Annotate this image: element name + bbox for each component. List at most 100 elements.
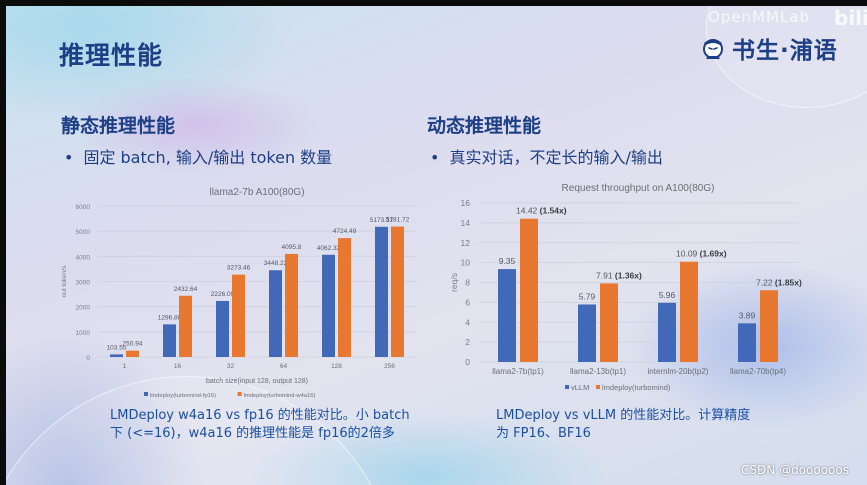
data-label: 9.35 [499, 256, 516, 266]
y-tick-label: 2000 [76, 305, 91, 312]
data-label: 3.89 [739, 310, 756, 320]
y-axis-label: req/s [449, 273, 459, 292]
dynamic-bullet-text: 真实对话，不定长的输入/输出 [449, 148, 663, 167]
data-label: 3273.46 [227, 265, 251, 272]
csdn-watermark: CSDN @doooooos [741, 463, 849, 477]
dynamic-section-title: 动态推理性能 [427, 115, 542, 137]
bar-series1 [498, 269, 516, 362]
chart-title: Request throughput on A100(80G) [562, 183, 715, 194]
static-caption-line1: LMDeploy w4a16 vs fp16 的性能对比。小 batch [110, 408, 410, 423]
bar-series2 [520, 218, 538, 362]
dynamic-caption-line2: 为 FP16、BF16 [496, 426, 591, 441]
dynamic-bullet: • 真实对话，不定长的输入/输出 [430, 144, 663, 168]
data-label: 2226.09 [211, 291, 235, 298]
bar-series1 [578, 304, 596, 362]
static-caption: LMDeploy w4a16 vs fp16 的性能对比。小 batch 下 (… [110, 407, 410, 443]
bar-series2 [232, 274, 245, 357]
legend-swatch-icon [237, 392, 242, 396]
bar-series1 [163, 324, 176, 357]
data-label: 5.96 [659, 290, 676, 300]
static-bullet-text: 固定 batch, 输入/输出 token 数量 [83, 148, 333, 167]
data-label: 250.94 [123, 341, 143, 348]
static-bullet: • 固定 batch, 输入/输出 token 数量 [64, 144, 332, 168]
data-label: 5173.37 [370, 217, 394, 224]
x-category-label: llama2-13b(tp1) [570, 367, 626, 376]
bar-series2 [126, 350, 139, 357]
y-tick-label: 2 [465, 337, 470, 347]
y-tick-label: 14 [461, 218, 471, 228]
data-label: 4724.49 [333, 228, 357, 235]
bar-series2 [285, 253, 298, 357]
bullet-dot-icon: • [64, 148, 74, 167]
chart-title: llama2-7b A100(80G) [209, 187, 304, 198]
bilibili-watermark: bili [834, 6, 867, 30]
y-tick-label: 8 [465, 278, 470, 288]
y-tick-label: 12 [461, 238, 471, 248]
bar-series1 [658, 302, 676, 362]
bar-series1 [375, 226, 388, 357]
bar-series2 [179, 295, 192, 357]
y-tick-label: 0 [465, 357, 470, 367]
x-category-label: 32 [227, 363, 235, 370]
y-tick-label: 4000 [76, 254, 91, 261]
x-category-label: 64 [280, 363, 288, 370]
static-section-title: 静态推理性能 [61, 115, 176, 137]
legend-label: lmdeploy(turbomind) [602, 383, 671, 392]
data-label: 103.55 [107, 344, 127, 351]
legend-label: lmdeploy(turbomind-fp16) [150, 393, 216, 399]
bar-series1 [110, 354, 123, 357]
data-label: 7.91 (1.36x) [596, 270, 642, 280]
bar-series2 [680, 261, 698, 362]
bar-series1 [738, 323, 756, 362]
y-axis-label: out token/s [61, 265, 68, 298]
y-tick-label: 6 [465, 297, 470, 307]
data-label: 10.09 (1.69x) [676, 249, 727, 259]
data-label: 14.42 (1.54x) [516, 206, 567, 216]
static-caption-line2: 下 (<=16)，w4a16 的推理性能是 fp16的2倍多 [110, 426, 395, 441]
x-category-label: 1 [123, 363, 127, 370]
bar-series2 [391, 226, 404, 357]
legend-label: lmdeploy(turbomind-w4a16) [244, 393, 316, 399]
y-tick-label: 5000 [76, 229, 91, 236]
bar-series1 [269, 270, 282, 357]
y-tick-label: 0 [86, 355, 90, 362]
legend-swatch-icon [144, 392, 148, 396]
data-label: 4062.32 [317, 245, 341, 252]
brand-logo: 书生·浦语 [700, 31, 838, 65]
openmmlab-watermark: OpenMMLab [708, 8, 811, 26]
data-label: 7.22 (1.85x) [756, 277, 802, 287]
data-label: 1296.88 [158, 314, 182, 321]
x-category-label: llama2-7b(tp1) [492, 367, 544, 376]
data-label: 2432.64 [174, 286, 198, 293]
x-category-label: internlm-20b(tp2) [648, 367, 709, 376]
legend-swatch-icon [565, 385, 569, 389]
request-throughput-chart: Request throughput on A100(80G) 0 2 4 6 8 10 12… [449, 183, 802, 392]
brand-name: 书生·浦语 [732, 38, 838, 64]
data-label: 4095.8 [282, 244, 302, 251]
dynamic-caption: LMDeploy vs vLLM 的性能对比。计算精度 为 FP16、BF16 [496, 407, 750, 443]
bar-series1 [322, 254, 335, 357]
legend-swatch-icon [596, 385, 600, 389]
x-category-label: 16 [174, 363, 182, 370]
y-tick-label: 10 [461, 258, 471, 268]
y-tick-label: 1000 [76, 330, 91, 337]
y-tick-label: 6000 [76, 204, 91, 211]
data-label: 5181.72 [386, 217, 410, 224]
x-category-label: 256 [384, 363, 395, 370]
data-label: 3448.22 [264, 260, 288, 267]
slide: OpenMMLab bili 推理性能 书生·浦语 静态推理性能 • 固定 bat… [6, 6, 867, 485]
x-category-label: 128 [331, 363, 342, 370]
page-title: 推理性能 [59, 41, 164, 70]
y-tick-label: 4 [465, 317, 470, 327]
scholar-mascot-icon [703, 39, 723, 59]
y-tick-label: 3000 [76, 280, 91, 287]
x-axis-label: batch size(input 128, output 128) [206, 378, 308, 385]
bar-series2 [760, 290, 778, 362]
dynamic-caption-line1: LMDeploy vs vLLM 的性能对比。计算精度 [496, 408, 751, 423]
static-throughput-chart: llama2-7b A100(80G) 0 1000 2000 3000 4000 5000… [61, 187, 416, 399]
bar-series2 [600, 283, 618, 362]
bar-series2 [338, 238, 351, 357]
data-label: 5.79 [579, 291, 596, 301]
bullet-dot-icon: • [430, 148, 440, 167]
legend-label: vLLM [571, 383, 589, 392]
